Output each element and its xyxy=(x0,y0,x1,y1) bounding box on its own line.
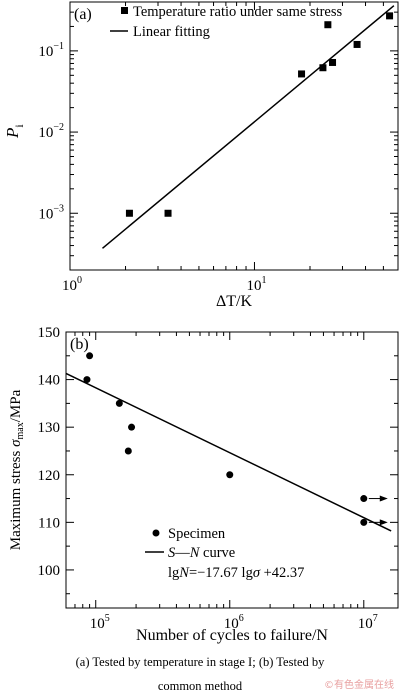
panel-a-legend: Temperature ratio under same stress Line… xyxy=(110,4,343,40)
legend-label-linear-fitting: Linear fitting xyxy=(133,24,210,40)
circle-data-point xyxy=(360,518,368,526)
sn-equation: lgN=−17.67 lgσ +42.37 xyxy=(168,565,304,581)
panel-a-fit-line-group xyxy=(102,5,395,249)
x-tick-label: 100 xyxy=(62,275,82,294)
x-tick-label: 107 xyxy=(358,613,378,632)
panel-a-y-axis-label: Pi xyxy=(3,124,26,139)
square-data-point xyxy=(298,70,306,78)
panel-a: 100 101 10−3 10−2 10−1 (a) Temperature ratio… xyxy=(3,1,399,310)
square-data-point xyxy=(329,58,337,66)
caption-line-2: common method xyxy=(157,679,243,693)
panel-b-ticks xyxy=(65,331,398,608)
runout-arrow-head xyxy=(379,519,388,526)
runout-arrow-head xyxy=(379,495,388,502)
legend-label-temperature-ratio: Temperature ratio under same stress xyxy=(133,4,343,20)
circle-data-point xyxy=(360,495,368,503)
panel-a-tick-labels: 100 101 10−3 10−2 10−1 xyxy=(38,41,266,294)
circle-data-point xyxy=(115,399,123,407)
linear-fit-line xyxy=(102,5,395,249)
y-tick-label: 130 xyxy=(38,420,61,436)
legend-circle-marker xyxy=(152,529,160,537)
panel-a-x-axis-label: ΔT/K xyxy=(216,293,253,310)
panel-b-sn-line-group xyxy=(65,372,392,532)
square-data-point xyxy=(319,64,327,72)
figure-canvas: 100 101 10−3 10−2 10−1 (a) Temperature ratio… xyxy=(3,1,399,644)
circle-data-point xyxy=(83,376,91,384)
legend-label-specimen: Specimen xyxy=(168,526,226,542)
circle-data-point xyxy=(226,471,234,479)
panel-b-plot-frame xyxy=(65,331,399,609)
y-tick-label: 100 xyxy=(38,563,61,579)
x-tick-label: 106 xyxy=(224,613,244,632)
panel-a-points xyxy=(125,12,394,217)
legend-label-sn-curve: S—N curve xyxy=(168,545,235,561)
y-tick-label: 10−1 xyxy=(38,41,64,60)
y-tick-label: 150 xyxy=(38,325,61,341)
square-data-point xyxy=(324,21,332,29)
panel-b: 105 106 107 100 110 120 130 140 150 (b) Specimen… xyxy=(8,325,399,644)
circle-data-point xyxy=(124,447,132,455)
panel-b-tick-labels: 105 106 107 100 110 120 130 140 150 xyxy=(38,325,378,632)
panel-a-ticks xyxy=(69,1,399,271)
panel-b-y-axis-label: Maximum stress σmax/MPa xyxy=(8,389,26,550)
panel-b-label: (b) xyxy=(70,336,89,353)
square-data-point xyxy=(164,209,172,217)
square-data-point xyxy=(125,209,133,217)
square-data-point xyxy=(386,12,394,20)
panel-b-x-axis-label: Number of cycles to failure/N xyxy=(136,627,328,644)
caption-line-1: (a) Tested by temperature in stage I; (b… xyxy=(75,655,325,669)
y-tick-label: 120 xyxy=(38,468,61,484)
square-data-point xyxy=(353,40,361,48)
x-tick-label: 105 xyxy=(90,613,110,632)
sn-curve-line xyxy=(65,372,392,532)
legend-square-marker xyxy=(121,7,128,14)
y-tick-label: 140 xyxy=(38,373,61,389)
panel-b-legend: Specimen S—N curve lgN=−17.67 lgσ +42.37 xyxy=(145,526,304,581)
panel-a-plot-frame xyxy=(69,1,399,271)
circle-data-point xyxy=(86,352,94,360)
panel-a-label: (a) xyxy=(74,6,92,23)
figure-caption: (a) Tested by temperature in stage I; (b… xyxy=(0,650,400,698)
circle-data-point xyxy=(128,423,136,431)
panel-b-points xyxy=(83,352,388,526)
x-tick-label: 101 xyxy=(246,275,266,294)
y-tick-label: 110 xyxy=(38,515,60,531)
y-tick-label: 10−3 xyxy=(38,203,64,222)
y-tick-label: 10−2 xyxy=(38,122,64,141)
watermark-text: ©有色金属在线 xyxy=(324,680,394,691)
